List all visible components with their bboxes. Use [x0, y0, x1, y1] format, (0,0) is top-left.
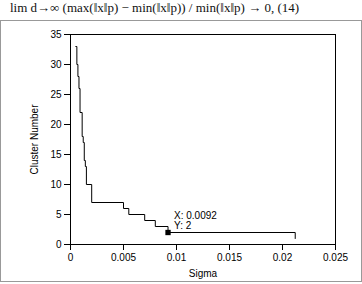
svg-text:0: 0	[68, 252, 74, 263]
svg-text:20: 20	[50, 119, 62, 130]
svg-text:0.025: 0.025	[323, 252, 348, 263]
svg-text:35: 35	[50, 29, 62, 40]
svg-text:25: 25	[50, 89, 62, 100]
svg-text:0: 0	[56, 239, 62, 250]
html-text:lim d→∞ (max(‖x‖p) − min(‖x‖p): lim d→∞ (max(‖x‖p) − min(‖x‖p)) / min(‖x…	[10, 0, 300, 15]
svg-text:Cluster Number: Cluster Number	[29, 104, 40, 175]
svg-text:30: 30	[50, 59, 62, 70]
svg-text:X: 0.0092Y: 2: X: 0.0092Y: 2	[174, 210, 217, 231]
svg-text:0.01: 0.01	[167, 252, 187, 263]
svg-text:15: 15	[50, 149, 62, 160]
svg-text:Sigma: Sigma	[189, 268, 218, 279]
svg-text:10: 10	[50, 179, 62, 190]
svg-text:0.015: 0.015	[217, 252, 242, 263]
svg-text:0.02: 0.02	[273, 252, 293, 263]
svg-text:5: 5	[56, 209, 62, 220]
svg-text:0.005: 0.005	[111, 252, 136, 263]
